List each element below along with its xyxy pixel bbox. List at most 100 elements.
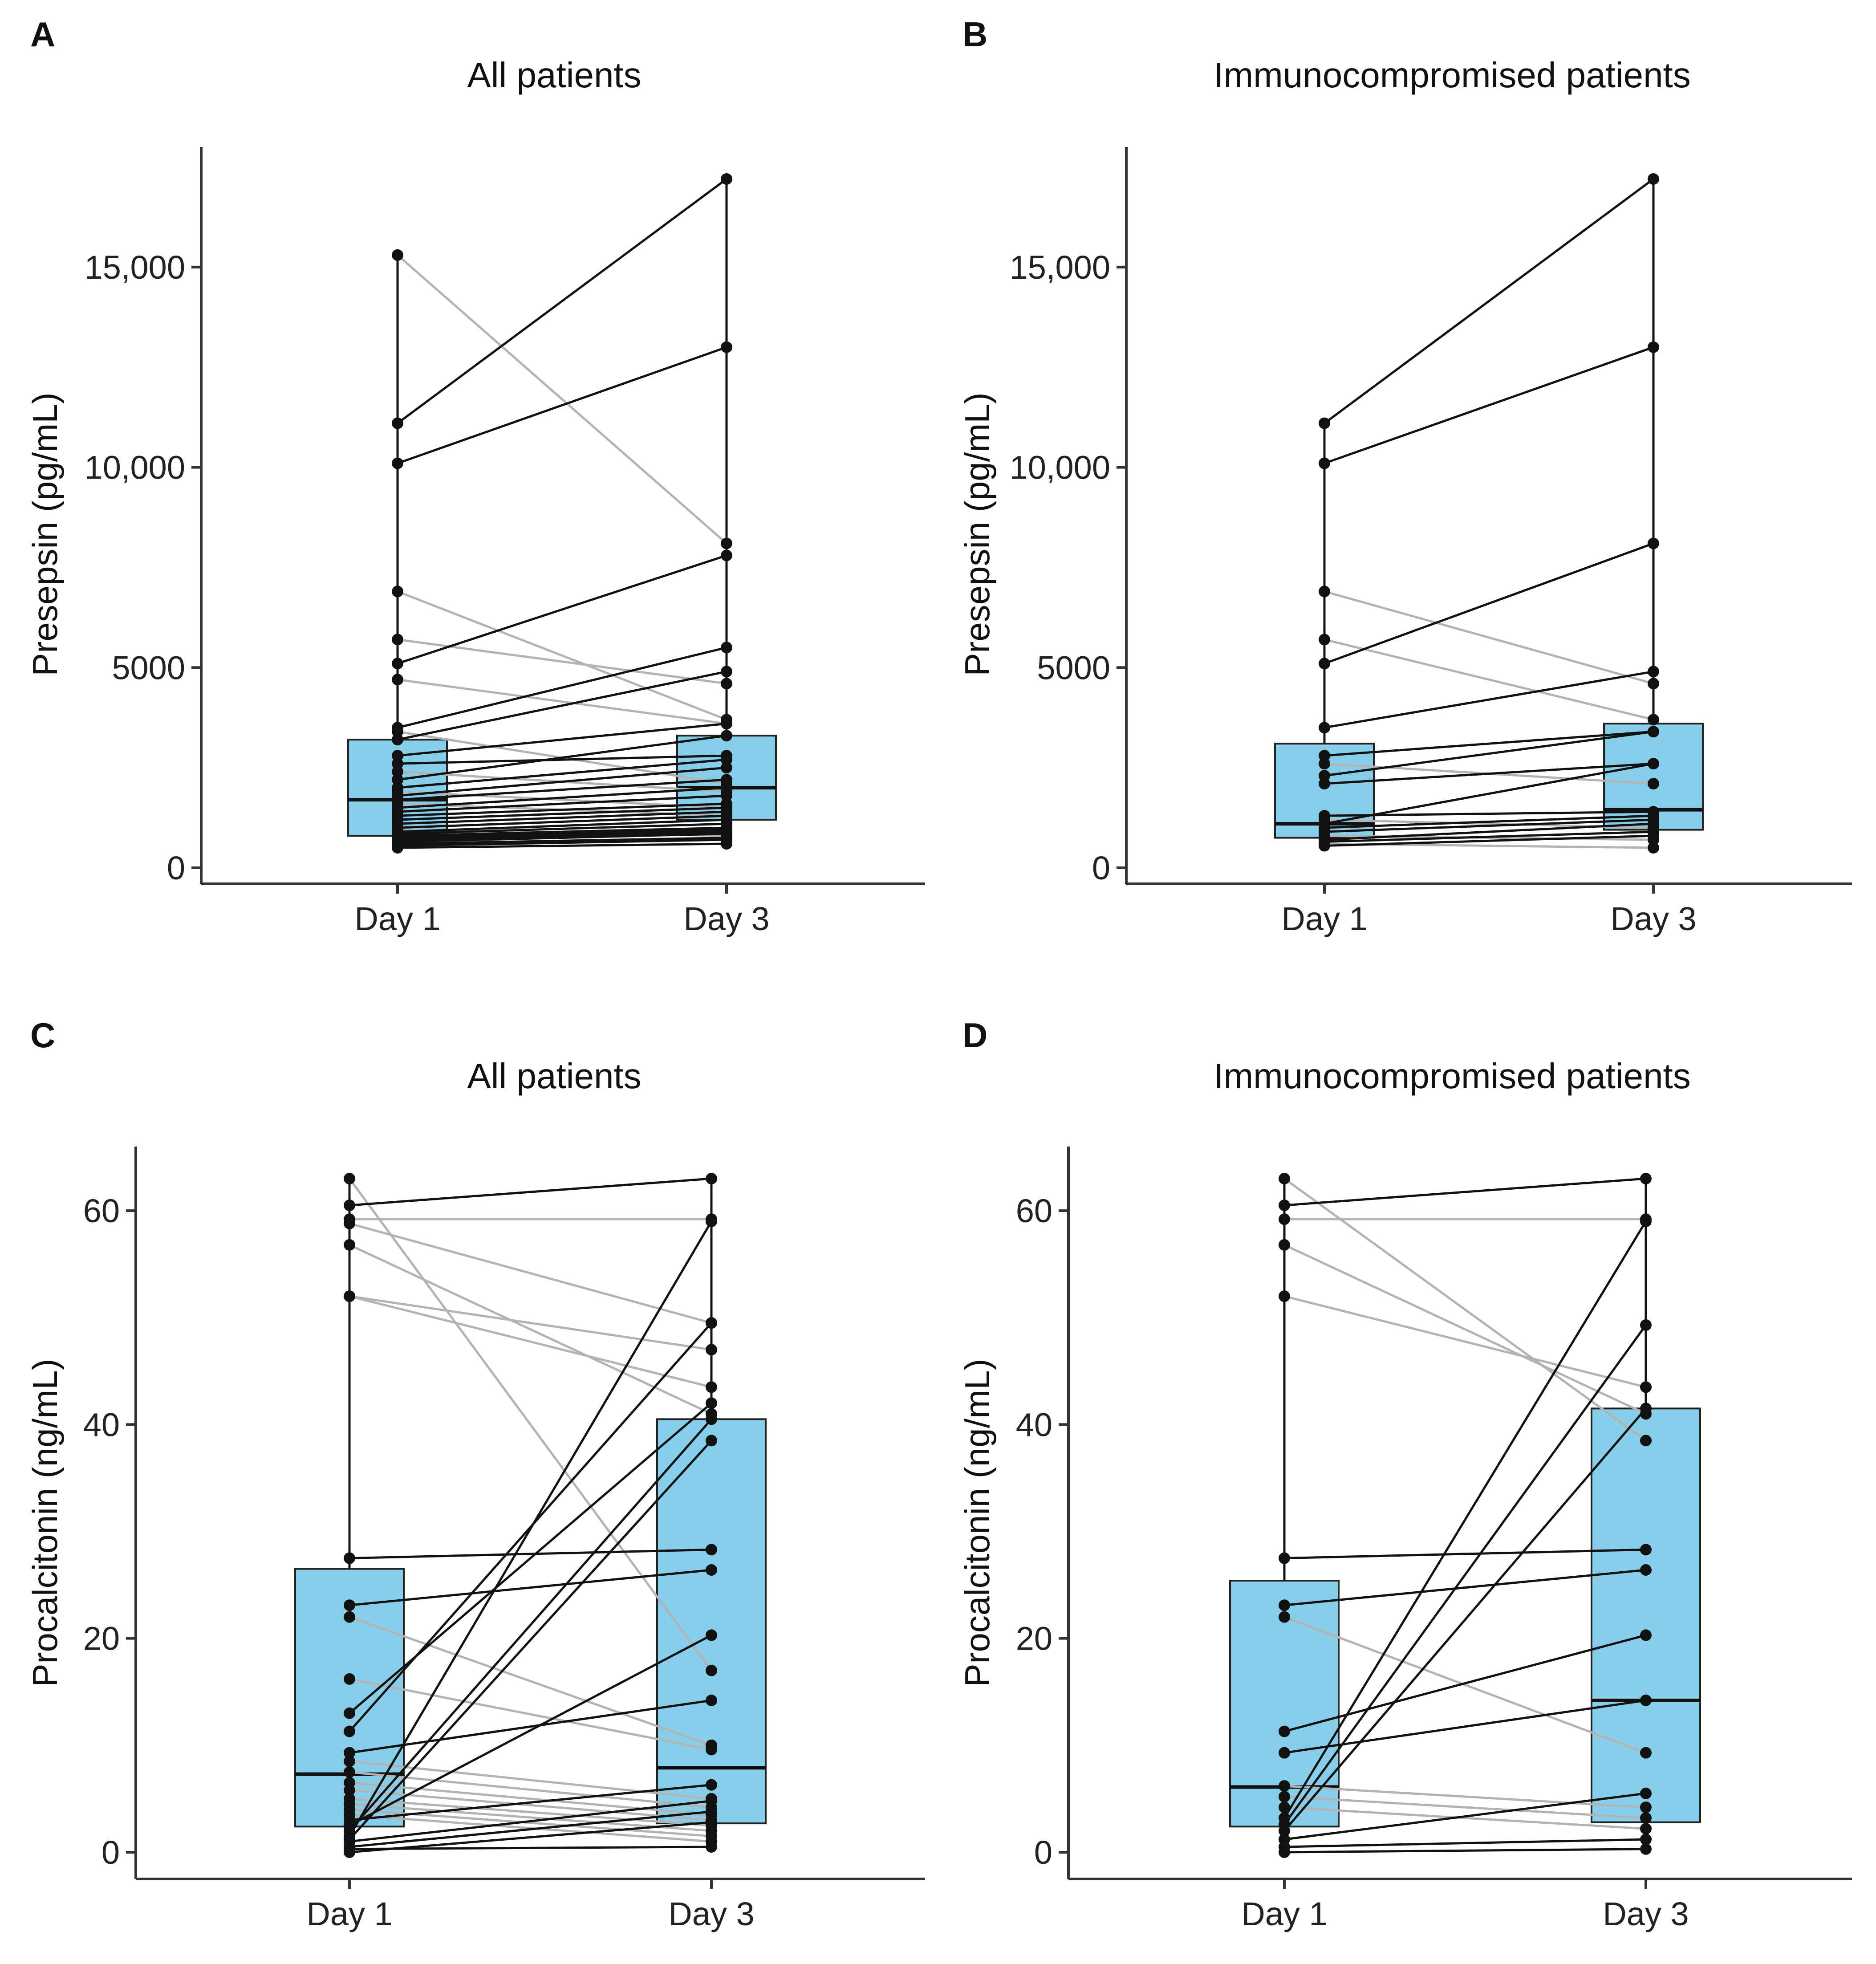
point-day3 — [706, 1795, 717, 1807]
patient-line — [1284, 1785, 1646, 1809]
y-axis-title: Presepsin (pg/mL) — [958, 392, 997, 676]
patient-line — [1324, 730, 1654, 757]
patient-line — [1324, 346, 1654, 464]
point-day3 — [1648, 758, 1659, 770]
patient-line — [397, 833, 727, 843]
panel-b: B Immunocompromised patients Presepsin (… — [958, 15, 1852, 937]
point-day3 — [1648, 173, 1659, 185]
x-tick-label: Day 3 — [668, 1895, 754, 1932]
patient-line — [1284, 1806, 1646, 1830]
point-day1 — [1319, 778, 1330, 790]
point-day1 — [392, 674, 403, 686]
point-day1 — [344, 1217, 355, 1229]
point-day1 — [1319, 840, 1330, 852]
point-day3 — [721, 838, 732, 850]
patient-line — [1324, 818, 1654, 833]
point-day1 — [344, 1673, 355, 1685]
point-day1 — [1319, 770, 1330, 782]
point-day3 — [1640, 1812, 1652, 1824]
patient-line — [1284, 1569, 1646, 1606]
point-day1 — [1319, 634, 1330, 646]
patient-line — [1324, 762, 1654, 825]
point-day3 — [1648, 341, 1659, 353]
patient-line — [1324, 830, 1654, 843]
point-day1 — [1279, 1780, 1290, 1792]
point-day1 — [344, 1843, 355, 1855]
patient-line — [397, 670, 727, 741]
patient-line — [1284, 1616, 1646, 1754]
patient-line — [349, 1548, 712, 1560]
panel-letter: D — [962, 1016, 987, 1055]
patient-line — [397, 802, 727, 817]
point-day3 — [1648, 678, 1659, 690]
panel-title: Immunocompromised patients — [1214, 55, 1691, 95]
point-day1 — [344, 1599, 355, 1611]
point-day3 — [706, 1694, 717, 1706]
point-day1 — [1319, 586, 1330, 598]
point-day3 — [1648, 818, 1659, 830]
point-day1 — [344, 1552, 355, 1564]
point-day3 — [1640, 1564, 1652, 1576]
point-day3 — [721, 782, 732, 794]
patient-line — [1324, 810, 1654, 817]
point-day1 — [392, 586, 403, 598]
panel-letter: B — [962, 15, 987, 54]
patient-line — [349, 1295, 712, 1388]
patient-line — [1324, 814, 1654, 829]
patient-line — [349, 1244, 712, 1415]
patient-line — [1284, 1699, 1646, 1754]
patient-line — [1283, 1324, 1647, 1825]
panel-title: All patients — [467, 1056, 641, 1096]
point-day3 — [721, 666, 732, 678]
patient-line — [397, 590, 727, 721]
patient-line — [397, 830, 727, 841]
point-day3 — [1640, 1787, 1652, 1799]
y-tick-label: 0 — [1034, 1834, 1052, 1871]
patient-line — [397, 758, 727, 789]
x-tick-label: Day 3 — [1610, 900, 1696, 937]
point-day1 — [1279, 1599, 1290, 1611]
point-day1 — [392, 634, 403, 646]
x-tick-label: Day 1 — [1281, 900, 1367, 937]
y-axis-title: Procalcitonin (ng/mL) — [25, 1359, 65, 1687]
patient-line — [1284, 1795, 1646, 1819]
patient-line — [397, 822, 727, 835]
y-tick-label: 10,000 — [1010, 449, 1110, 486]
point-day1 — [344, 1239, 355, 1251]
point-day3 — [1648, 830, 1659, 842]
point-day1 — [1279, 1552, 1290, 1564]
patient-line — [397, 826, 727, 837]
point-day3 — [1648, 726, 1659, 738]
point-day3 — [1640, 1319, 1652, 1331]
point-day1 — [1279, 1611, 1290, 1623]
point-day3 — [721, 173, 732, 185]
point-day3 — [721, 762, 732, 774]
patient-line — [1283, 1220, 1647, 1819]
point-day1 — [392, 658, 403, 670]
point-day1 — [392, 750, 403, 762]
patient-line — [1283, 1244, 1647, 1415]
patient-line — [1284, 1792, 1646, 1841]
point-day3 — [706, 1816, 717, 1828]
x-tick-label: Day 1 — [354, 900, 440, 937]
y-tick-label: 60 — [83, 1192, 120, 1229]
patient-line — [1324, 670, 1654, 729]
patient-line — [1284, 1848, 1646, 1854]
point-day3 — [706, 1413, 717, 1425]
point-day3 — [706, 1435, 717, 1447]
point-day1 — [344, 1200, 355, 1212]
point-day1 — [392, 758, 403, 770]
point-day3 — [1640, 1801, 1652, 1814]
point-day3 — [1640, 1381, 1652, 1393]
point-day3 — [1640, 1823, 1652, 1835]
patient-line — [1283, 1178, 1647, 1442]
patient-line — [1283, 1407, 1647, 1832]
point-day3 — [721, 774, 732, 786]
y-tick-label: 20 — [1016, 1620, 1052, 1657]
patient-line — [1284, 1177, 1646, 1207]
point-day3 — [1640, 1843, 1652, 1855]
point-day3 — [1640, 1544, 1652, 1556]
patient-line — [349, 1295, 712, 1351]
y-tick-label: 5000 — [112, 649, 185, 686]
